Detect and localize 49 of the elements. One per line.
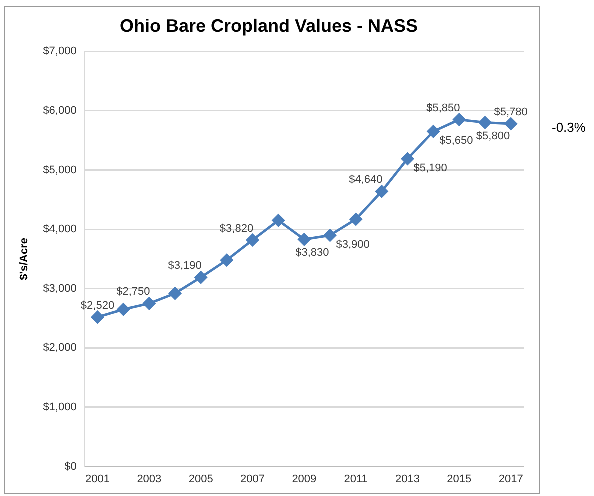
y-tick-label: $0 (64, 460, 77, 473)
y-tick-label: $1,000 (43, 402, 77, 414)
y-tick-label: $3,000 (43, 282, 77, 295)
y-tick-label: $4,000 (43, 224, 77, 236)
point (272, 214, 285, 227)
point (298, 233, 311, 246)
data-label: $5,850 (426, 102, 460, 114)
x-tick-label: 2007 (240, 473, 265, 486)
y-tick-label: $2,000 (43, 342, 77, 354)
y-tick-label: $6,000 (43, 104, 77, 117)
x-tick-label: 2017 (498, 473, 524, 486)
data-label: $5,800 (476, 130, 510, 142)
data-label: $5,780 (494, 106, 528, 118)
x-tick-label: 2011 (344, 473, 368, 486)
point (220, 254, 234, 267)
data-label: $2,750 (116, 286, 150, 298)
data-label: $3,900 (336, 239, 370, 252)
point (479, 116, 492, 130)
y-tick-label: $5,000 (43, 164, 77, 176)
data-label: $3,820 (220, 222, 254, 235)
point (194, 271, 208, 284)
data-label: $3,190 (168, 260, 202, 272)
point (453, 114, 466, 126)
data-label: $4,640 (349, 174, 383, 186)
point (402, 152, 414, 166)
x-tick-label: 2005 (188, 473, 214, 486)
x-tick-label: 2009 (292, 473, 317, 486)
x-tick-label: 2015 (447, 473, 472, 486)
data-label: $3,830 (296, 247, 330, 260)
point (117, 303, 130, 316)
point (427, 125, 440, 138)
point (169, 287, 182, 300)
point (350, 213, 362, 226)
point (246, 234, 260, 246)
data-label: $2,520 (80, 300, 115, 312)
chart-title: Ohio Bare Cropland Values - NASS (120, 16, 418, 36)
point (504, 118, 518, 130)
x-tick-label: 2003 (137, 473, 162, 486)
point (324, 229, 337, 242)
point (92, 311, 104, 324)
point (376, 185, 388, 198)
y-axis-title: $'s/Acre (18, 238, 31, 280)
data-label: $5,190 (414, 162, 448, 174)
data-label: $5,650 (440, 135, 474, 148)
point (143, 297, 156, 310)
x-tick-label: 2013 (396, 473, 420, 486)
y-tick-label: $7,000 (43, 46, 77, 58)
text: -0.3% (552, 120, 586, 135)
x-tick-label: 2001 (86, 473, 110, 486)
